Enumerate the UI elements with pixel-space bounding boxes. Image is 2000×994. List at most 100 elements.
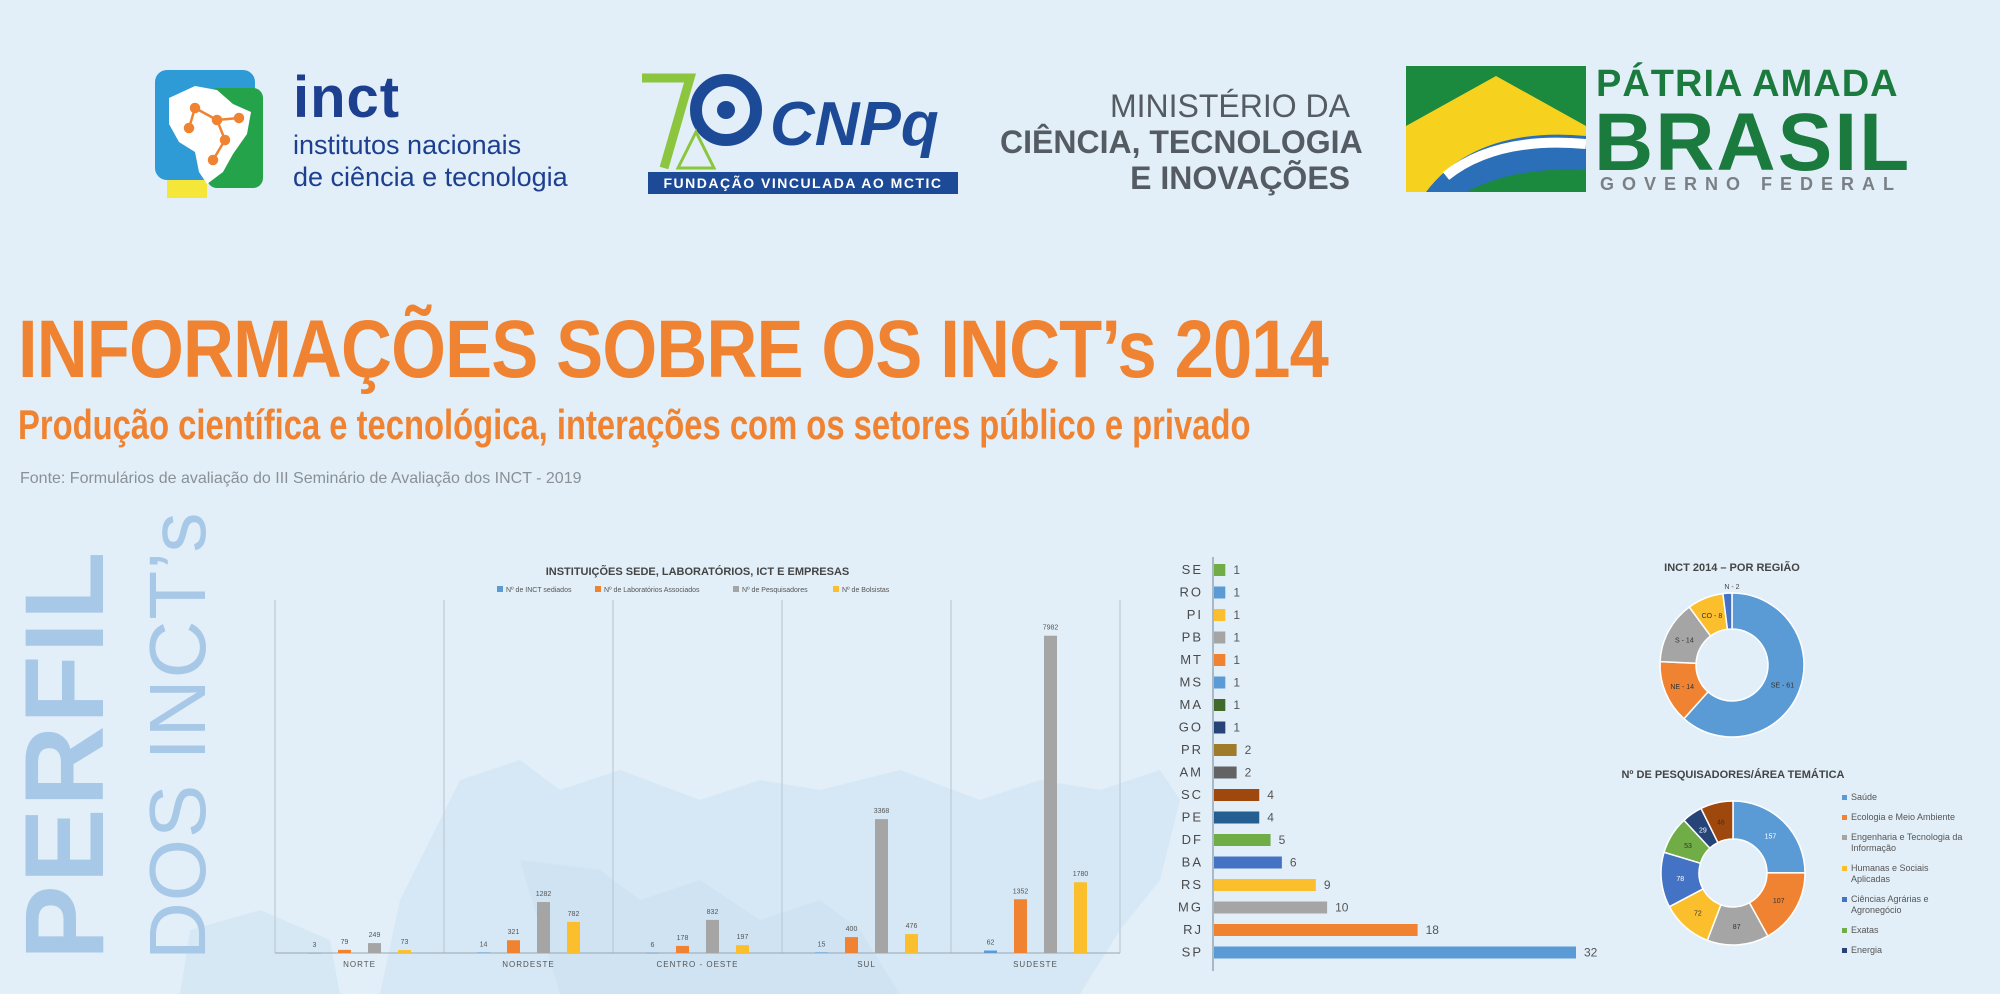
bar (1074, 882, 1087, 953)
data-label: 6 (1290, 856, 1297, 870)
ministry-logo-line1: MINISTÉRIO DA (1109, 88, 1350, 124)
slice-label: SE - 61 (1771, 682, 1794, 689)
legend-swatch (1842, 795, 1847, 800)
legend-swatch (1842, 815, 1847, 820)
data-label: 2 (1245, 743, 1252, 757)
data-label: 1 (1233, 608, 1240, 622)
legend-label: Nº de Pesquisadores (742, 587, 808, 594)
data-label: 321 (508, 929, 520, 936)
data-label: 197 (737, 934, 749, 941)
data-label: 79 (341, 939, 349, 946)
bar (1214, 586, 1226, 599)
bar (1214, 901, 1328, 914)
data-label: 53 (1684, 843, 1692, 850)
data-label: 1 (1233, 721, 1240, 735)
data-label: 14 (480, 941, 488, 948)
bar (736, 945, 749, 953)
bar (1214, 879, 1316, 891)
data-label: 476 (906, 923, 918, 930)
legend-swatch (595, 586, 601, 592)
category-label: NORDESTE (502, 960, 554, 969)
data-label: 1780 (1073, 871, 1089, 878)
data-label: 87 (1733, 924, 1741, 931)
legend-swatch (1842, 948, 1847, 953)
legend-swatch (497, 586, 503, 592)
data-label: 1 (1233, 676, 1240, 690)
slice (1732, 800, 1806, 874)
state-bar-chart: SE 1 RO 1 PI 1 PB 1 MT 1 MS 1 MA 1 GO 1 PR 2 AM 2 SC 4 PE 4 DF 5 B… (1178, 557, 1598, 971)
bar (1214, 834, 1271, 846)
data-label: 107 (1773, 898, 1785, 905)
bar (1214, 856, 1282, 869)
bar (537, 902, 550, 953)
data-label: 10 (1335, 901, 1349, 915)
category-label: SC (1181, 787, 1203, 802)
government-logo: PÁTRIA AMADA BRASIL GOVERNO FEDERAL (1406, 62, 1909, 197)
data-label: 1352 (1013, 888, 1029, 895)
page-subtitle: Produção científica e tecnológica, inter… (18, 401, 1251, 448)
page-title: INFORMAÇÕES SOBRE OS INCT’s 2014 (18, 304, 1329, 395)
slice (1700, 800, 1734, 844)
chart-title: Nº DE PESQUISADORES/ÁREA TEMÁTICA (1621, 768, 1844, 781)
region-bar-chart: INSTITUIÇÕES SEDE, LABORATÓRIOS, ICT E E… (274, 565, 1121, 969)
category-label: CENTRO - OESTE (656, 960, 738, 969)
legend-swatch (1842, 835, 1847, 840)
category-label: GO (1179, 720, 1203, 735)
legend-label: Humanas e Sociais (1851, 863, 1929, 873)
cnpq-logo-word: CNPq (770, 90, 939, 159)
bar (815, 952, 828, 954)
bar (905, 934, 918, 953)
chart-title: INCT 2014 – POR REGIÃO (1664, 561, 1800, 574)
bar (1214, 654, 1226, 666)
category-label: PB (1182, 630, 1203, 645)
data-label: 29 (1699, 827, 1707, 834)
category-label: NORTE (343, 960, 376, 969)
government-logo-line1: PÁTRIA AMADA (1596, 63, 1899, 105)
bar (706, 919, 719, 953)
data-label: 1 (1233, 563, 1240, 577)
category-label: SP (1182, 945, 1203, 960)
data-label: 249 (369, 932, 381, 939)
data-label: 46 (1717, 819, 1725, 826)
bar (1214, 789, 1260, 801)
data-label: 400 (846, 926, 858, 933)
category-label: SUDESTE (1013, 960, 1058, 969)
data-label: 157 (1765, 833, 1777, 840)
bar (845, 937, 858, 953)
legend-label: Engenharia e Tecnologia da (1851, 832, 1962, 842)
slice-label: S - 14 (1675, 637, 1694, 644)
data-label: 78 (1676, 876, 1684, 883)
data-label: 6 (651, 942, 655, 949)
bar (1014, 899, 1027, 953)
government-logo-line3: GOVERNO FEDERAL (1600, 174, 1903, 194)
category-label: BA (1182, 855, 1203, 870)
ministry-logo-line2: CIÊNCIA, TECNOLOGIA (1000, 124, 1363, 160)
bar (1214, 744, 1237, 756)
chart-title: INSTITUIÇÕES SEDE, LABORATÓRIOS, ICT E E… (546, 565, 850, 578)
bar (567, 921, 580, 953)
legend-swatch (1842, 866, 1847, 871)
data-label: 4 (1267, 811, 1274, 825)
bar (398, 950, 411, 953)
brazil-flag-icon (1406, 66, 1586, 192)
bar (1044, 635, 1057, 953)
data-label: 1 (1233, 631, 1240, 645)
data-label: 7982 (1043, 625, 1059, 632)
legend-label: Aplicadas (1851, 874, 1891, 884)
bar (1214, 609, 1226, 621)
category-label: MT (1180, 652, 1203, 667)
inct-logo-line2: de ciência e tecnologia (293, 162, 568, 192)
category-label: SUL (857, 960, 876, 969)
category-label: MG (1178, 900, 1203, 915)
data-label: 782 (568, 911, 580, 918)
data-label: 1 (1233, 586, 1240, 600)
category-label: PR (1181, 742, 1203, 757)
legend-swatch (833, 586, 839, 592)
data-label: 3368 (874, 808, 890, 815)
data-label: 62 (987, 940, 995, 947)
data-label: 72 (1694, 911, 1702, 918)
category-label: PI (1187, 607, 1203, 622)
data-label: 3 (313, 942, 317, 949)
bar (646, 952, 659, 954)
data-label: 832 (707, 909, 719, 916)
